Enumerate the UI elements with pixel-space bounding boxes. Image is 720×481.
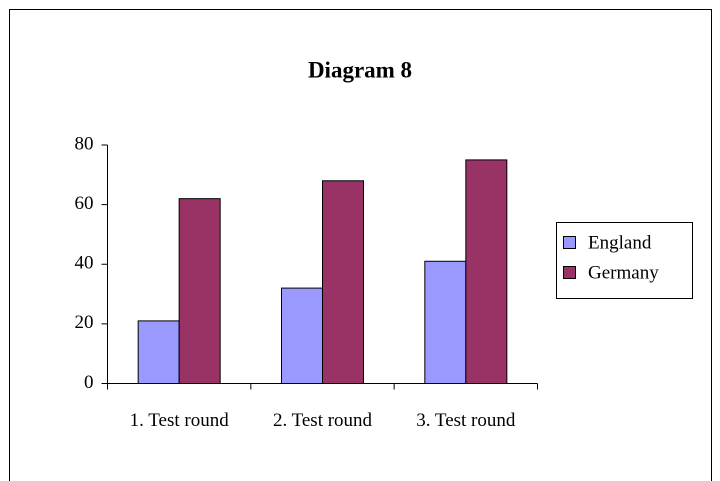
legend-label: England (588, 232, 652, 253)
legend-swatch (563, 236, 576, 249)
x-tick-label: 2. Test round (273, 410, 373, 431)
bar (137, 320, 180, 384)
y-tick-label: 60 (75, 193, 94, 214)
legend-label: Germany (588, 262, 659, 283)
y-tick-label: 20 (75, 312, 94, 333)
y-tick-label: 80 (75, 133, 94, 154)
bar (281, 287, 323, 385)
legend-box (556, 222, 693, 299)
chart-title: Diagram 8 (308, 57, 412, 82)
chart-frame (9, 9, 712, 481)
x-tick-label: 3. Test round (416, 410, 516, 431)
y-tick-label: 40 (75, 253, 94, 274)
bar (178, 198, 221, 384)
bar (465, 159, 508, 384)
y-tick-label: 0 (84, 372, 94, 393)
x-tick-label: 1. Test round (130, 410, 230, 431)
bar (424, 260, 467, 384)
bar (322, 180, 364, 384)
legend-swatch (563, 266, 576, 279)
